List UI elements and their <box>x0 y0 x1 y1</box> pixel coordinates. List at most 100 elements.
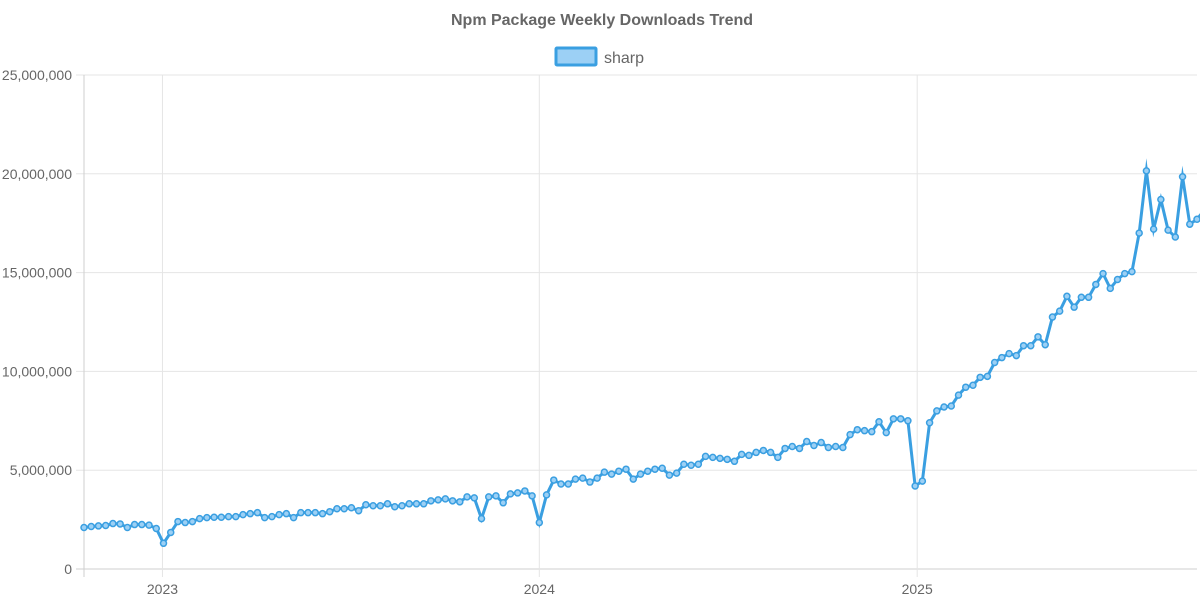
data-point[interactable] <box>405 500 413 508</box>
data-point[interactable] <box>398 502 406 510</box>
data-point[interactable] <box>918 477 927 485</box>
data-point[interactable] <box>210 513 218 521</box>
data-point[interactable] <box>123 523 132 532</box>
data-point[interactable] <box>232 512 240 521</box>
data-point[interactable] <box>817 438 825 447</box>
data-point[interactable] <box>347 503 356 512</box>
data-point[interactable] <box>1005 349 1013 358</box>
data-point[interactable] <box>456 498 464 506</box>
data-point[interactable] <box>853 425 862 434</box>
data-point[interactable] <box>1055 307 1064 315</box>
data-point[interactable] <box>87 522 95 531</box>
data-point[interactable] <box>925 419 934 427</box>
data-point[interactable] <box>1019 341 1028 350</box>
data-point[interactable] <box>506 490 515 498</box>
data-point[interactable] <box>260 513 269 522</box>
data-point[interactable] <box>998 353 1006 362</box>
data-point[interactable] <box>246 509 254 518</box>
data-point[interactable] <box>152 524 161 533</box>
data-point[interactable] <box>1034 333 1042 341</box>
data-point[interactable] <box>304 508 312 517</box>
data-point[interactable] <box>990 358 999 367</box>
data-point[interactable] <box>839 443 847 452</box>
data-point[interactable] <box>709 453 717 462</box>
data-point[interactable] <box>976 373 984 382</box>
data-point[interactable] <box>318 509 327 518</box>
data-point[interactable] <box>94 522 103 530</box>
data-point[interactable] <box>448 497 457 505</box>
data-point[interactable] <box>774 453 782 462</box>
data-point[interactable] <box>391 503 399 511</box>
data-point[interactable] <box>289 513 298 522</box>
data-point[interactable] <box>181 518 189 527</box>
legend[interactable]: sharp <box>554 46 644 67</box>
data-point[interactable] <box>195 514 204 523</box>
data-point[interactable] <box>188 517 197 526</box>
data-point[interactable] <box>810 441 818 450</box>
data-point[interactable] <box>1099 269 1107 278</box>
data-point[interactable] <box>1106 284 1115 293</box>
data-point[interactable] <box>499 499 507 507</box>
data-point[interactable] <box>383 500 392 508</box>
data-point[interactable] <box>788 442 797 451</box>
data-point[interactable] <box>759 446 768 455</box>
data-point[interactable] <box>159 539 168 548</box>
data-point[interactable] <box>737 450 746 459</box>
data-point[interactable] <box>101 521 110 530</box>
data-point[interactable] <box>658 464 666 472</box>
data-point[interactable] <box>701 452 710 461</box>
data-point[interactable] <box>904 417 912 425</box>
data-point[interactable] <box>1157 195 1165 204</box>
data-point[interactable] <box>680 460 688 469</box>
data-point[interactable] <box>868 427 876 436</box>
data-point[interactable] <box>694 460 703 469</box>
data-point[interactable] <box>882 428 890 437</box>
data-point[interactable] <box>1070 303 1078 311</box>
data-point[interactable] <box>1084 293 1093 302</box>
data-point[interactable] <box>484 493 493 501</box>
data-point[interactable] <box>954 391 963 399</box>
data-point[interactable] <box>940 403 948 411</box>
data-point[interactable] <box>651 465 659 473</box>
data-point[interactable] <box>607 470 616 478</box>
data-point[interactable] <box>535 518 544 527</box>
data-point[interactable] <box>492 492 500 500</box>
data-point[interactable] <box>723 455 731 464</box>
data-point[interactable] <box>239 510 247 519</box>
data-point[interactable] <box>824 443 833 452</box>
data-point[interactable] <box>983 372 992 381</box>
data-point[interactable] <box>1077 293 1086 302</box>
data-point[interactable] <box>969 381 977 389</box>
data-point[interactable] <box>419 500 428 508</box>
data-point[interactable] <box>333 504 341 513</box>
data-point[interactable] <box>1092 280 1100 289</box>
data-point[interactable] <box>297 508 305 517</box>
data-point[interactable] <box>571 475 580 483</box>
data-point[interactable] <box>1128 267 1136 276</box>
data-point[interactable] <box>253 508 262 517</box>
data-point[interactable] <box>615 467 623 475</box>
data-point[interactable] <box>600 468 609 476</box>
data-point[interactable] <box>672 469 681 477</box>
data-point[interactable] <box>716 454 724 463</box>
data-point[interactable] <box>1012 351 1021 360</box>
data-point[interactable] <box>947 402 956 410</box>
data-point[interactable] <box>376 502 385 510</box>
data-point[interactable] <box>752 448 760 457</box>
data-point[interactable] <box>542 491 551 499</box>
data-point[interactable] <box>622 465 630 473</box>
data-point[interactable] <box>477 514 486 523</box>
data-point[interactable] <box>896 415 905 423</box>
data-point[interactable] <box>1135 229 1143 237</box>
data-point[interactable] <box>961 383 970 391</box>
data-point[interactable] <box>1142 167 1151 175</box>
data-point[interactable] <box>586 478 594 486</box>
data-point[interactable] <box>434 496 442 504</box>
data-point[interactable] <box>643 467 652 475</box>
data-point[interactable] <box>116 520 124 528</box>
data-point[interactable] <box>80 523 88 532</box>
data-point[interactable] <box>513 489 522 497</box>
data-point[interactable] <box>463 493 471 501</box>
data-point[interactable] <box>795 444 804 453</box>
data-point[interactable] <box>1041 340 1049 349</box>
